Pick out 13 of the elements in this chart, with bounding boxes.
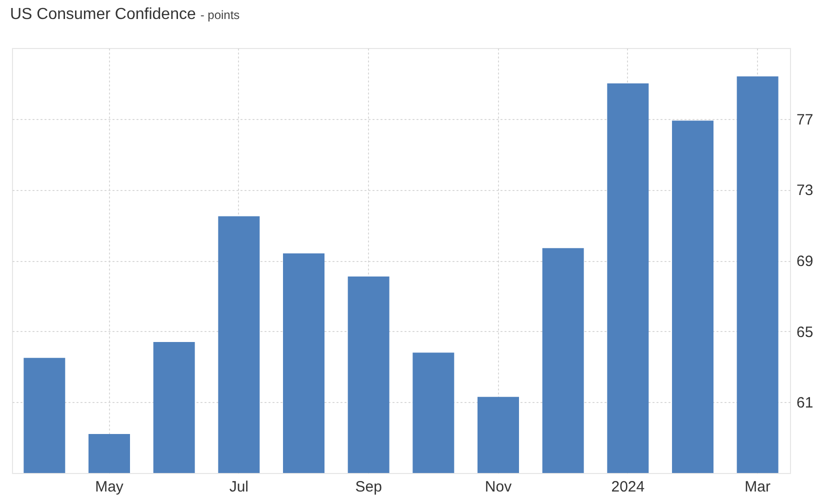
x-tick-label: May bbox=[95, 478, 124, 496]
y-tick-label: 73 bbox=[796, 182, 814, 200]
x-tick-label: Sep bbox=[355, 478, 382, 496]
x-tick-label: Mar bbox=[744, 478, 771, 496]
y-tick-label: 65 bbox=[796, 324, 814, 341]
chart-title: US Consumer Confidence bbox=[10, 6, 196, 23]
y-tick-label: 77 bbox=[796, 111, 814, 128]
x-tick-label: Jul bbox=[229, 478, 249, 496]
y-tick-label: 61 bbox=[796, 394, 814, 412]
x-tick-label: 2024 bbox=[611, 478, 645, 496]
chart-subtitle: - points bbox=[200, 8, 240, 22]
y-tick-label: 69 bbox=[796, 253, 814, 270]
x-tick-label: Nov bbox=[484, 478, 512, 496]
